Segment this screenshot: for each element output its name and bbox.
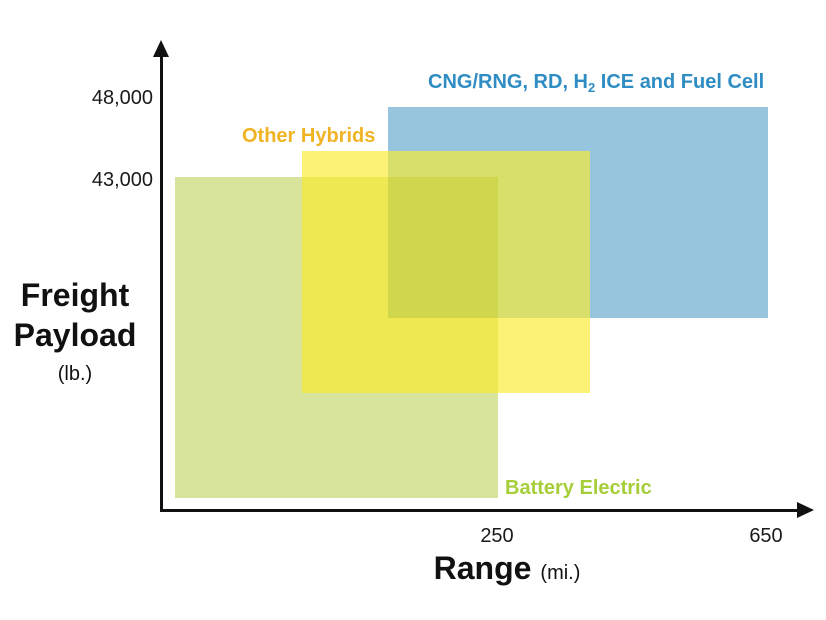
y-axis-unit: (lb.) (57, 363, 93, 385)
x-axis-title-text: Range (433, 550, 532, 586)
y-tick-43000: 43,000 (91, 169, 153, 191)
other-hybrids-label: Other Hybrids (242, 125, 376, 147)
y-axis-title-line2: Payload (13, 317, 137, 353)
x-axis-line (160, 509, 798, 512)
cng-label-suffix: ICE and Fuel Cell (595, 71, 765, 93)
y-axis-line (160, 50, 163, 512)
other-hybrids-region (302, 151, 590, 393)
x-axis-arrowhead-icon (797, 502, 814, 518)
y-axis-arrowhead-icon (153, 40, 169, 57)
y-tick-48000: 48,000 (91, 87, 153, 109)
x-axis-title: Range (mi.) (357, 548, 657, 588)
cng-rng-rd-h2-fuel-cell-label: CNG/RNG, RD, H2 ICE and Fuel Cell (428, 70, 764, 96)
x-tick-650: 650 (749, 525, 783, 547)
y-axis-title-line1: Freight (20, 277, 130, 313)
x-axis-unit: (mi.) (540, 562, 581, 584)
x-tick-250: 250 (480, 525, 514, 547)
y-axis-title: Freight Payload (lb.) (0, 275, 150, 386)
cng-label-prefix: CNG/RNG, RD, H (428, 71, 588, 93)
battery-electric-label: Battery Electric (505, 477, 652, 499)
cng-label-subscript: 2 (588, 80, 596, 95)
